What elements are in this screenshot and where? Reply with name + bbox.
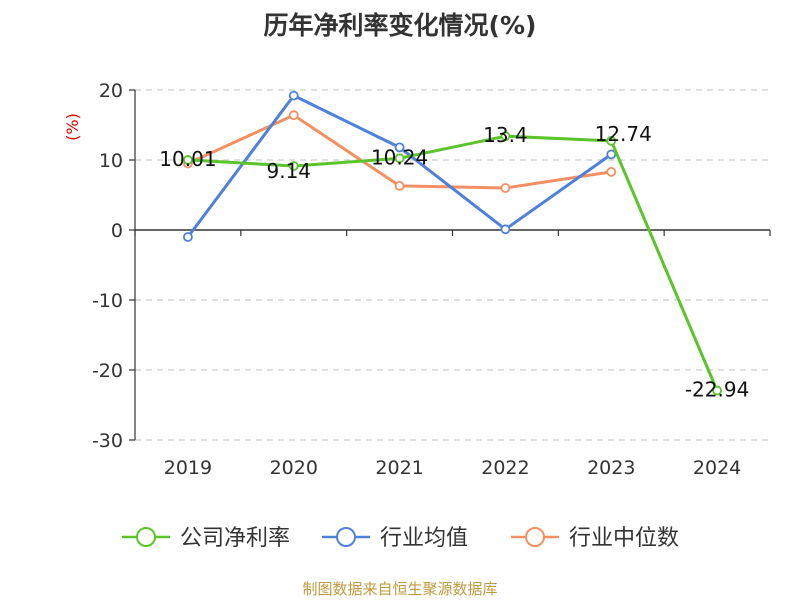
series-lines <box>183 90 722 396</box>
y-tick-label: -10 <box>92 290 123 312</box>
data-point <box>394 142 405 153</box>
data-labels: 10.01 9.14 10.24 13.4 12.74 -22.94 <box>159 122 749 402</box>
data-point <box>288 110 299 121</box>
data-point <box>288 90 299 101</box>
y-tick-label: 20 <box>99 80 123 102</box>
data-point <box>500 131 511 142</box>
legend-entry-2: 行业中位数 <box>569 526 679 551</box>
legend-marker-0 <box>136 527 156 547</box>
data-label: 10.24 <box>371 145 428 169</box>
legend-marker-2 <box>525 527 545 547</box>
data-point <box>606 149 617 160</box>
x-tick-label: 2020 <box>270 457 318 479</box>
data-label: 12.74 <box>595 122 652 146</box>
y-tick-label: 0 <box>111 220 123 242</box>
source-note: 制图数据来自恒生聚源数据库 <box>302 580 498 598</box>
grid-lines <box>135 89 770 441</box>
axes: 20 10 0 -10 -20 -30 2019 2020 2021 2022 2023 2024 <box>92 80 771 479</box>
legend-entry-1: 行业均值 <box>380 526 468 551</box>
y-tick-label: -20 <box>92 360 123 382</box>
data-label: -22.94 <box>685 378 749 402</box>
chart-title: 历年净利率变化情况(%) <box>263 11 537 40</box>
data-point <box>394 180 405 191</box>
series-line-0 <box>187 134 719 392</box>
data-label: 13.4 <box>483 123 528 147</box>
data-point <box>500 224 511 235</box>
x-tick-label: 2023 <box>587 457 635 479</box>
data-point <box>500 183 511 193</box>
data-point <box>183 155 193 165</box>
legend: 公司净利率 行业均值 行业中位数 <box>122 526 679 551</box>
data-point <box>606 166 617 177</box>
x-tick-label: 2019 <box>164 457 212 479</box>
data-label: 10.01 <box>159 147 216 171</box>
data-point <box>712 385 722 396</box>
y-tick-label: 10 <box>99 150 123 172</box>
x-tick-label: 2024 <box>693 457 741 479</box>
data-point <box>288 161 299 171</box>
data-point <box>183 232 193 242</box>
y-tick-label: -30 <box>92 430 123 452</box>
data-point <box>394 153 405 164</box>
data-label: 9.14 <box>266 159 311 183</box>
legend-marker-1 <box>336 527 356 547</box>
x-tick-label: 2021 <box>375 457 423 479</box>
x-tick-label: 2022 <box>481 457 529 479</box>
y-axis-unit-label: (%) <box>63 113 82 141</box>
legend-entry-0: 公司净利率 <box>180 526 290 551</box>
data-point <box>606 135 617 146</box>
